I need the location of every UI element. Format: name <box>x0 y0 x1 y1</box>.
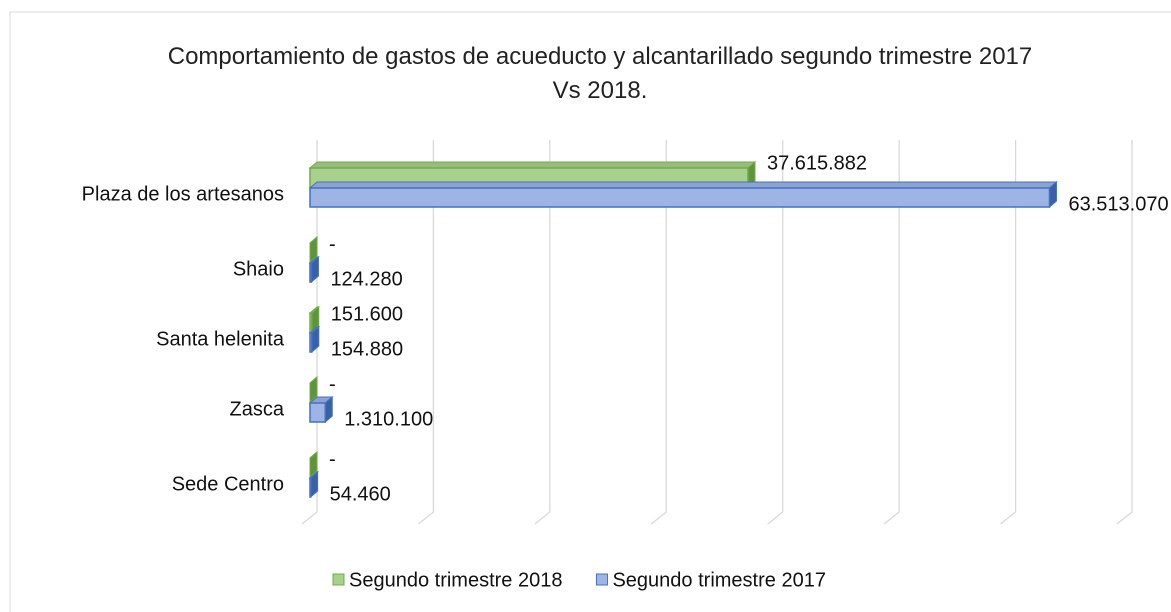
data-label: 151.600 <box>331 303 403 325</box>
bar <box>308 470 319 499</box>
legend-swatch <box>332 573 345 586</box>
legend-label: Segundo trimestre 2018 <box>349 569 562 591</box>
chart-border <box>9 11 1171 612</box>
bar <box>308 255 320 284</box>
grid-line <box>650 140 667 525</box>
bar-side <box>309 450 318 479</box>
y-tick-label: Zasca <box>230 398 285 420</box>
grid-line <box>1116 140 1133 525</box>
y-tick-label: Santa helenita <box>156 328 285 350</box>
bar <box>308 180 1058 209</box>
y-tick-label: Shaio <box>233 258 284 280</box>
y-tick-label: Plaza de los artesanos <box>82 183 284 205</box>
grid-line <box>767 140 784 525</box>
grid-line <box>534 140 551 525</box>
data-label: 63.513.070 <box>1068 193 1168 215</box>
chart-title: Comportamiento de gastos de acueducto y … <box>167 43 1033 104</box>
data-label: 37.615.882 <box>767 152 867 174</box>
bar-front <box>309 477 312 498</box>
bar <box>308 305 321 334</box>
bar-side <box>309 375 318 404</box>
grid-line <box>883 140 900 525</box>
bar-front <box>309 332 313 353</box>
data-label: 124.280 <box>330 268 402 290</box>
bar-top <box>308 161 757 169</box>
legend-swatch <box>595 573 608 586</box>
bar <box>309 375 318 404</box>
bar-front <box>309 187 1051 208</box>
bar-front <box>309 312 313 333</box>
data-label: - <box>329 448 336 470</box>
bar <box>308 395 334 424</box>
data-label: 154.880 <box>331 338 403 360</box>
data-label: 1.310.100 <box>344 408 433 430</box>
grid-line <box>1000 140 1017 525</box>
data-label: - <box>329 233 336 255</box>
data-label: - <box>329 373 336 395</box>
legend-label: Segundo trimestre 2017 <box>612 569 825 591</box>
grid-line <box>418 140 435 525</box>
bar <box>309 450 318 479</box>
bar-top <box>308 181 1058 189</box>
bar-side <box>309 235 318 264</box>
bar <box>308 325 321 354</box>
bar <box>309 235 318 264</box>
bar-front <box>309 402 327 423</box>
bar-front <box>309 262 313 283</box>
y-tick-label: Sede Centro <box>172 473 284 495</box>
data-label: 54.460 <box>330 483 391 505</box>
